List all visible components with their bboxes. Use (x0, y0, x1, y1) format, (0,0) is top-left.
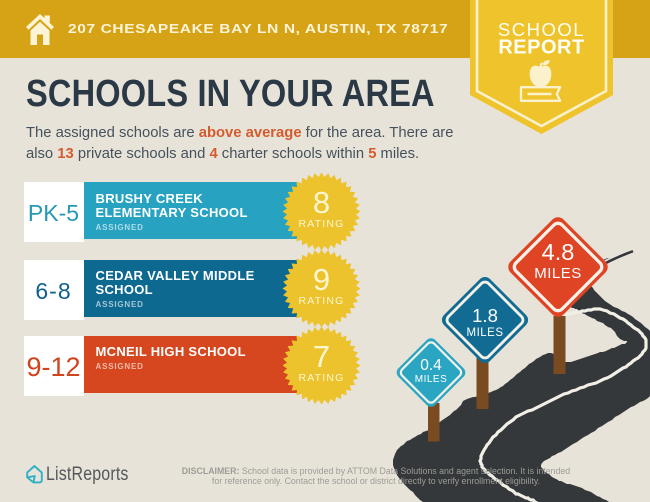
svg-text:0.4: 0.4 (420, 357, 442, 374)
svg-text:SCHOOL: SCHOOL (498, 19, 585, 40)
svg-text:4.8: 4.8 (542, 239, 575, 265)
svg-text:MILES: MILES (415, 374, 448, 385)
svg-text:MILES: MILES (466, 327, 503, 339)
svg-text:MILES: MILES (534, 265, 582, 282)
svg-text:REPORT: REPORT (498, 37, 584, 59)
svg-text:1.8: 1.8 (472, 305, 498, 326)
